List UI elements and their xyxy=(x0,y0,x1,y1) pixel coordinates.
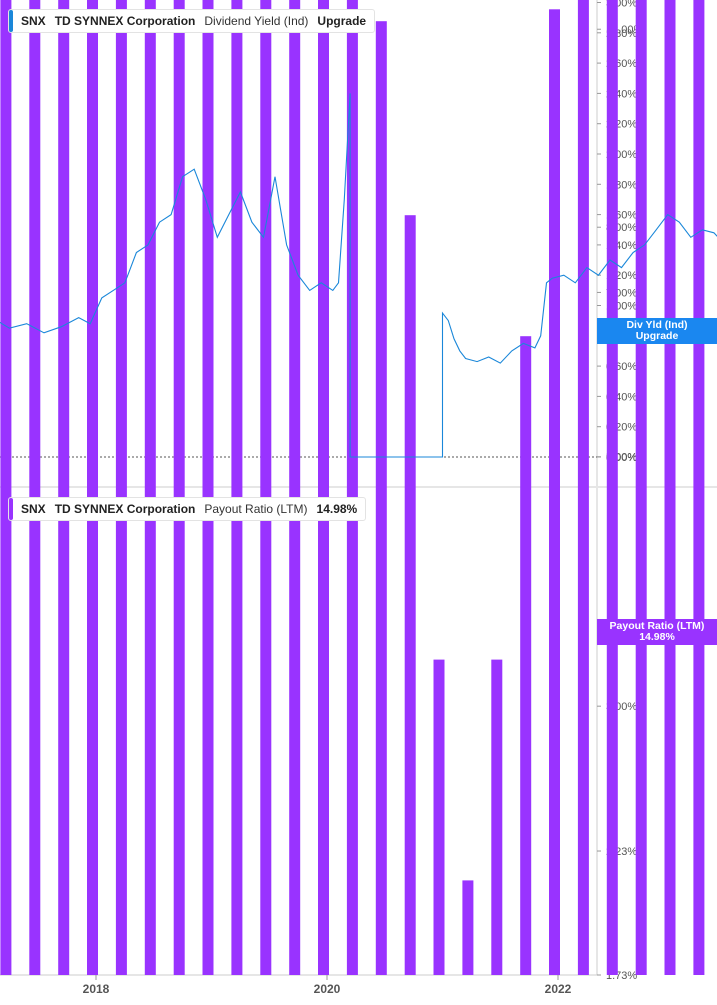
payout-bar xyxy=(635,0,647,975)
div-yield-badge-title: Div Yld (Ind) xyxy=(626,319,688,331)
top-y-tick-label: 3.00% xyxy=(606,0,637,10)
payout-bar xyxy=(87,0,98,975)
payout-bar xyxy=(433,659,445,975)
top-legend-swatch xyxy=(9,10,13,32)
x-tick-label: 2018 xyxy=(83,982,110,996)
bottom-legend[interactable]: SNX TD SYNNEX Corporation Payout Ratio (… xyxy=(8,497,367,521)
payout-badge-title: Payout Ratio (LTM) xyxy=(609,620,705,632)
payout-bar xyxy=(231,0,243,976)
bottom-legend-value: 14.98% xyxy=(316,502,358,516)
payout-badge: Payout Ratio (LTM) 14.98% xyxy=(597,619,717,645)
top-legend-upgrade[interactable]: Upgrade xyxy=(317,14,367,28)
payout-bars xyxy=(0,0,705,976)
payout-bar xyxy=(693,0,705,975)
payout-bar xyxy=(29,0,41,975)
payout-bar xyxy=(58,0,70,975)
bottom-legend-ticker: SNX xyxy=(21,502,46,516)
payout-bar xyxy=(202,0,214,976)
payout-bar xyxy=(664,0,676,976)
payout-bar xyxy=(577,0,589,976)
div-yield-badge: Div Yld (Ind) Upgrade xyxy=(597,318,717,344)
payout-bar xyxy=(491,659,503,975)
payout-bar xyxy=(289,0,301,976)
top-legend-metric: Dividend Yield (Ind) xyxy=(204,14,309,28)
div-yield-badge-status: Upgrade xyxy=(635,330,679,342)
payout-bar xyxy=(549,9,560,976)
top-legend[interactable]: SNX TD SYNNEX Corporation Dividend Yield… xyxy=(8,9,376,33)
payout-bar xyxy=(520,336,532,975)
payout-bar xyxy=(606,0,618,976)
dividend-yield-line xyxy=(0,93,717,458)
bottom-legend-company: TD SYNNEX Corporation xyxy=(54,502,196,516)
payout-bar xyxy=(144,0,156,976)
payout-bar xyxy=(404,215,416,975)
payout-bar xyxy=(115,0,127,975)
payout-bar xyxy=(375,21,387,975)
payout-bar xyxy=(173,0,185,975)
payout-badge-value: 14.98% xyxy=(639,631,675,643)
payout-bar xyxy=(462,880,474,975)
x-ticks: 20182020202220242026 xyxy=(83,975,572,996)
bottom-legend-metric: Payout Ratio (LTM) xyxy=(204,502,308,516)
bottom-legend-swatch xyxy=(9,498,13,520)
top-legend-ticker: SNX xyxy=(21,14,46,28)
payout-bar xyxy=(260,0,272,975)
payout-bar xyxy=(0,0,12,975)
x-tick-label: 2020 xyxy=(314,982,341,996)
top-legend-company: TD SYNNEX Corporation xyxy=(54,14,196,28)
payout-bar xyxy=(318,0,329,976)
payout-bar xyxy=(346,0,358,975)
x-tick-label: 2022 xyxy=(545,982,572,996)
